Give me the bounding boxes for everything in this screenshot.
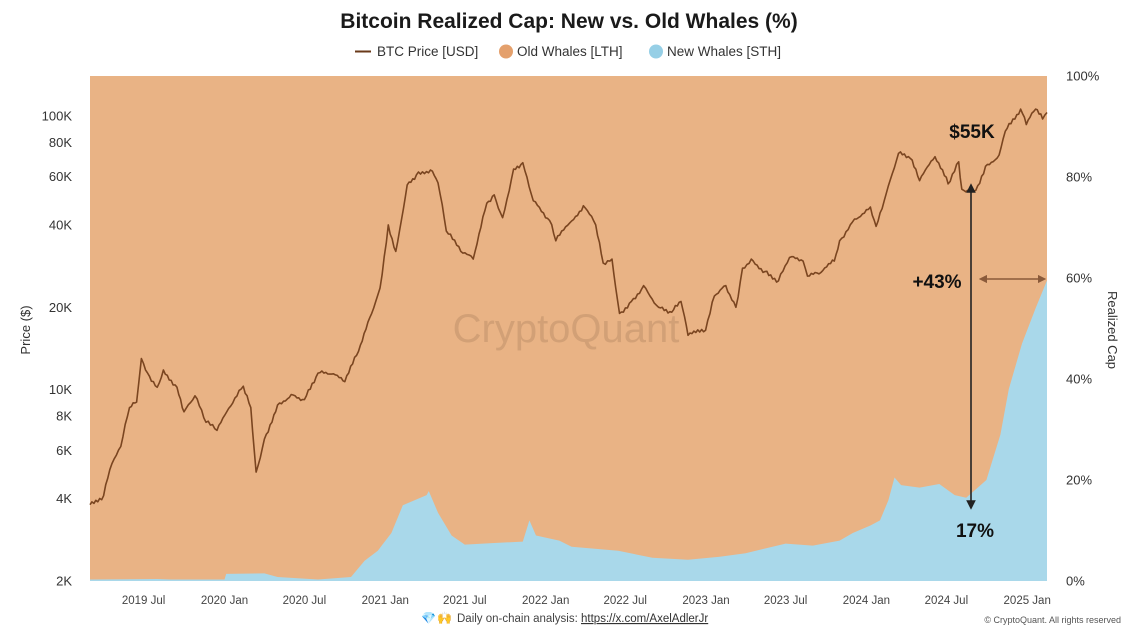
y-left-axis-title: Price ($) [18, 305, 33, 354]
footer-text: Daily on-chain analysis: [457, 613, 581, 625]
y-right-axis: 0% 20% 40% 60% 80% 100% [1066, 69, 1100, 589]
new-whales-area [90, 280, 1047, 581]
diamond-icon: 💎 [421, 611, 436, 625]
y-left-axis: 2K 4K 6K 8K 10K 20K 40K 60K 80K 100K [42, 109, 73, 589]
legend-swatch-old-whales [499, 44, 513, 59]
x-axis: 2019 Jul 2020 Jan 2020 Jul 2021 Jan 2021 Jul… [122, 595, 1051, 607]
annotation-price-level: $55K [949, 122, 995, 143]
chart-title: Bitcoin Realized Cap: New vs. Old Whales… [340, 10, 797, 33]
x-tick-label: 2021 Jul [443, 595, 486, 607]
y-left-tick-label: 10K [49, 382, 72, 397]
x-tick-label: 2024 Jan [843, 595, 890, 607]
x-tick-label: 2023 Jan [682, 595, 729, 607]
x-tick-label: 2021 Jan [362, 595, 409, 607]
y-left-tick-label: 40K [49, 217, 72, 232]
annotation-start-share: 17% [956, 521, 994, 542]
x-tick-label: 2019 Jul [122, 595, 165, 607]
x-tick-label: 2023 Jul [764, 595, 807, 607]
x-tick-label: 2024 Jul [925, 595, 968, 607]
x-tick-label: 2022 Jul [603, 595, 646, 607]
legend: BTC Price [USD] Old Whales [LTH] New Wha… [355, 44, 781, 59]
copyright: © CryptoQuant. All rights reserved [984, 615, 1121, 625]
y-left-tick-label: 60K [49, 169, 72, 184]
raised-hands-icon: 🙌 [437, 611, 452, 625]
footer: 💎 🙌 Daily on-chain analysis: https://x.c… [421, 611, 1121, 625]
watermark: CryptoQuant [453, 307, 680, 351]
y-left-tick-label: 20K [49, 300, 72, 315]
y-left-tick-label: 6K [56, 443, 72, 458]
old-whales-area [90, 76, 1047, 581]
y-right-tick-label: 40% [1066, 372, 1092, 387]
y-left-tick-label: 4K [56, 491, 72, 506]
y-right-axis-title: Realized Cap [1105, 291, 1120, 369]
y-left-tick-label: 2K [56, 574, 72, 589]
btc-price-line [89, 108, 1048, 506]
footer-text-line: Daily on-chain analysis: https://x.com/A… [457, 613, 708, 625]
x-tick-label: 2020 Jul [283, 595, 326, 607]
annotation-change: +43% [912, 272, 961, 293]
x-tick-label: 2020 Jan [201, 595, 248, 607]
y-right-tick-label: 80% [1066, 170, 1092, 185]
footer-link[interactable]: https://x.com/AxelAdlerJr [581, 613, 708, 625]
legend-label-new-whales: New Whales [STH] [667, 44, 781, 59]
y-right-tick-label: 60% [1066, 271, 1092, 286]
legend-swatch-new-whales [649, 44, 663, 59]
legend-label-old-whales: Old Whales [LTH] [517, 44, 623, 59]
x-tick-label: 2025 Jan [1004, 595, 1051, 607]
legend-label-price: BTC Price [USD] [377, 44, 478, 59]
y-right-tick-label: 20% [1066, 473, 1092, 488]
y-right-tick-label: 0% [1066, 574, 1085, 589]
y-left-tick-label: 8K [56, 409, 72, 424]
y-left-tick-label: 100K [42, 109, 73, 124]
y-left-tick-label: 80K [49, 135, 72, 150]
x-tick-label: 2022 Jan [522, 595, 569, 607]
annotations: $55K +43% 17% [912, 122, 1047, 542]
y-right-tick-label: 100% [1066, 69, 1100, 84]
